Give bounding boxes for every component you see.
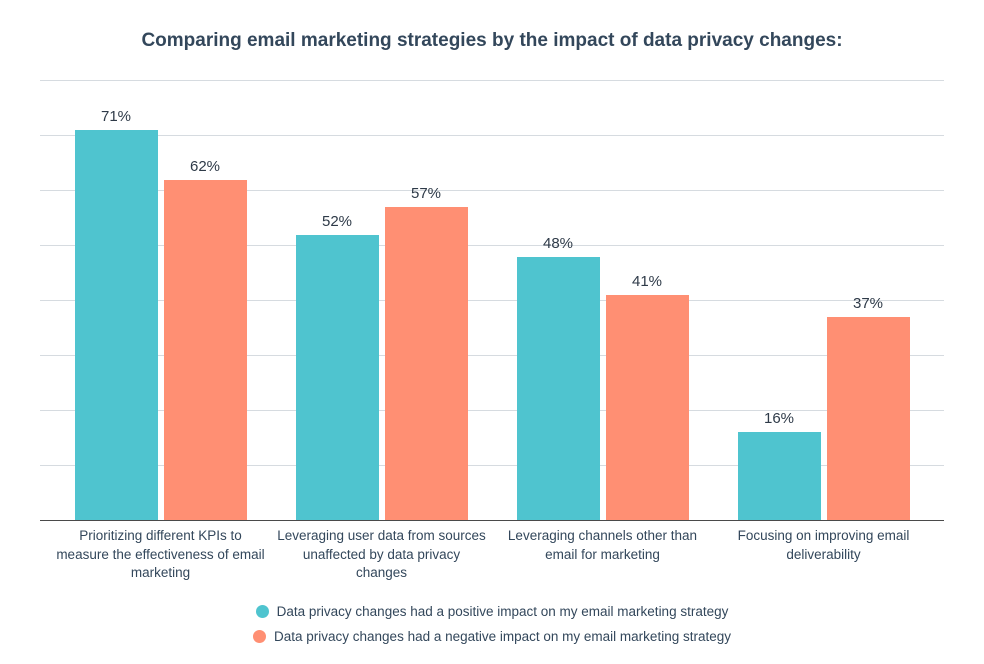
bar-value-label: 52%: [322, 213, 352, 230]
bar: 62%: [164, 180, 247, 520]
bar-value-label: 48%: [543, 235, 573, 252]
bar-group: 52%57%: [271, 81, 492, 520]
x-axis-label: Leveraging user data from sources unaffe…: [271, 527, 492, 582]
x-axis-label: Prioritizing different KPIs to measure t…: [50, 527, 271, 582]
bar-value-label: 41%: [632, 273, 662, 290]
legend-item: Data privacy changes had a negative impa…: [253, 629, 731, 644]
bar-value-label: 71%: [101, 108, 131, 125]
bar-group: 71%62%: [50, 81, 271, 520]
bar: 48%: [517, 257, 600, 521]
bar-value-label: 16%: [764, 410, 794, 427]
bar: 37%: [827, 317, 910, 520]
bar: 52%: [296, 235, 379, 521]
x-axis: Prioritizing different KPIs to measure t…: [40, 521, 944, 582]
chart-title: Comparing email marketing strategies by …: [40, 30, 944, 52]
legend-label: Data privacy changes had a negative impa…: [274, 629, 731, 644]
bar-group: 16%37%: [713, 81, 934, 520]
bar: 41%: [606, 295, 689, 520]
bar-group: 48%41%: [492, 81, 713, 520]
legend-swatch: [256, 605, 269, 618]
x-axis-label: Focusing on improving email deliverabili…: [713, 527, 934, 582]
legend-swatch: [253, 630, 266, 643]
bar: 71%: [75, 130, 158, 520]
plot-area: 71%62%52%57%48%41%16%37%: [40, 80, 944, 521]
x-axis-label: Leveraging channels other than email for…: [492, 527, 713, 582]
legend: Data privacy changes had a positive impa…: [40, 604, 944, 644]
bar-chart: Comparing email marketing strategies by …: [0, 0, 984, 664]
legend-item: Data privacy changes had a positive impa…: [256, 604, 729, 619]
bar-value-label: 57%: [411, 185, 441, 202]
bar-value-label: 62%: [190, 158, 220, 175]
bar-value-label: 37%: [853, 295, 883, 312]
bar: 16%: [738, 432, 821, 520]
legend-label: Data privacy changes had a positive impa…: [277, 604, 729, 619]
bar: 57%: [385, 207, 468, 520]
bar-groups: 71%62%52%57%48%41%16%37%: [40, 81, 944, 520]
